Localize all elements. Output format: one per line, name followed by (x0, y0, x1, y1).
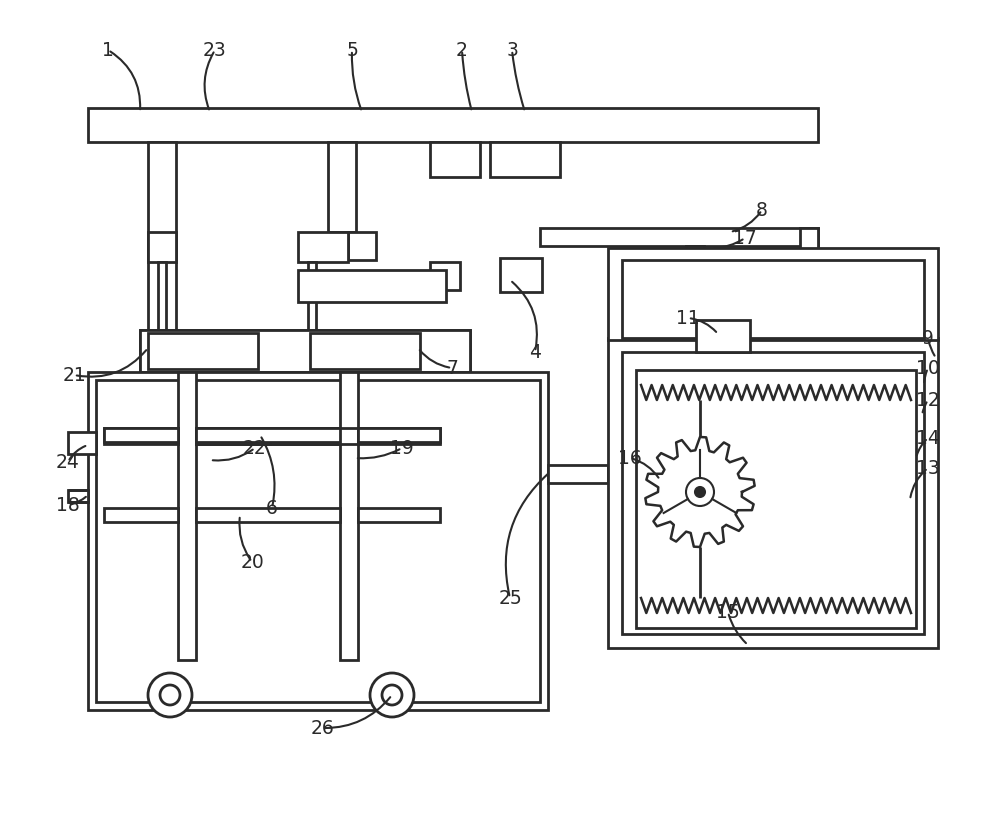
Text: 11: 11 (676, 309, 700, 328)
Bar (540, 228, 818, 246)
Circle shape (695, 487, 705, 497)
Circle shape (382, 685, 402, 705)
Text: 4: 4 (529, 342, 541, 361)
Bar (622, 352, 924, 634)
Bar (96, 380, 540, 702)
Bar (622, 260, 924, 338)
Text: 10: 10 (916, 359, 940, 378)
Text: 18: 18 (56, 496, 80, 515)
Text: 3: 3 (506, 40, 518, 59)
Bar (88, 108, 818, 142)
Bar (88, 372, 548, 710)
Circle shape (160, 685, 180, 705)
Text: 20: 20 (240, 553, 264, 571)
Bar (298, 270, 446, 302)
Bar (196, 428, 340, 444)
Bar (158, 262, 166, 380)
Bar (196, 508, 340, 522)
Text: 5: 5 (346, 40, 358, 59)
Bar (686, 246, 704, 338)
Bar (348, 232, 376, 260)
Bar (328, 142, 356, 232)
Bar (358, 508, 440, 522)
Text: 15: 15 (716, 603, 740, 621)
Text: 19: 19 (390, 438, 414, 457)
Text: 17: 17 (733, 228, 757, 247)
Circle shape (686, 478, 714, 506)
Text: 14: 14 (916, 429, 940, 447)
Bar (608, 338, 938, 648)
Bar (500, 258, 542, 292)
Bar (310, 333, 420, 369)
Bar (340, 372, 358, 660)
Bar (800, 228, 818, 343)
Text: 9: 9 (922, 328, 934, 347)
Bar (148, 142, 176, 330)
Bar (140, 350, 470, 370)
Text: 24: 24 (56, 452, 80, 471)
Text: 7: 7 (446, 359, 458, 378)
Bar (68, 432, 96, 454)
Bar (104, 508, 178, 522)
Bar (636, 370, 916, 628)
Bar (270, 428, 358, 444)
Bar (308, 262, 316, 380)
Bar (430, 262, 460, 290)
Text: 23: 23 (203, 40, 227, 59)
Text: 8: 8 (756, 200, 768, 219)
Text: 16: 16 (618, 448, 642, 467)
Bar (140, 330, 470, 350)
Bar (696, 320, 750, 352)
Bar (358, 428, 440, 442)
Bar (148, 232, 176, 262)
Bar (148, 333, 258, 369)
Bar (298, 232, 348, 262)
Bar (178, 372, 196, 660)
Text: 2: 2 (456, 40, 468, 59)
Bar (196, 428, 340, 442)
Bar (548, 465, 608, 483)
Bar (358, 428, 440, 444)
Text: 21: 21 (62, 365, 86, 384)
Bar (196, 428, 270, 444)
Bar (68, 490, 88, 502)
Circle shape (148, 673, 192, 717)
Text: 6: 6 (266, 498, 278, 517)
Text: 1: 1 (102, 40, 114, 59)
Bar (430, 142, 480, 177)
Text: 26: 26 (310, 718, 334, 737)
Text: 13: 13 (916, 458, 940, 478)
Text: 25: 25 (498, 589, 522, 608)
Bar (140, 330, 470, 372)
Bar (490, 142, 560, 177)
Text: 12: 12 (916, 391, 940, 410)
Bar (608, 248, 938, 340)
Bar (104, 428, 178, 442)
Text: 22: 22 (243, 438, 267, 457)
Circle shape (370, 673, 414, 717)
Bar (104, 428, 178, 444)
